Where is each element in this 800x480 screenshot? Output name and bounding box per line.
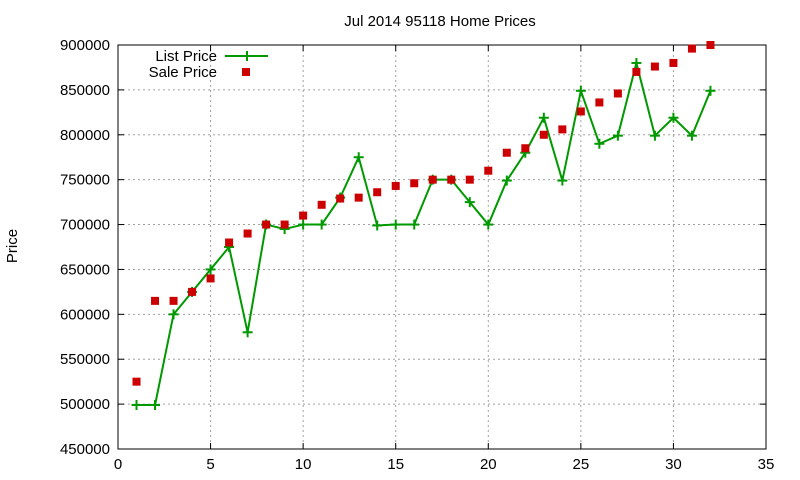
x-tick-label: 10 [295, 456, 312, 473]
sale-price-point [706, 41, 715, 49]
list-price-point [205, 264, 216, 275]
y-tick-label: 750000 [60, 172, 110, 189]
sale-price-point [132, 377, 141, 386]
sale-price-point [539, 130, 548, 139]
list-price-point [538, 112, 549, 123]
list-price-point [372, 220, 383, 231]
sale-price-point [484, 166, 493, 175]
x-tick-label: 5 [206, 456, 214, 473]
legend-marker-sale-price [242, 68, 250, 76]
list-price-point [686, 130, 697, 141]
y-tick-label: 850000 [60, 82, 110, 99]
list-price-point [612, 130, 623, 141]
list-price-point [649, 130, 660, 141]
x-tick-label: 15 [387, 456, 404, 473]
sale-price-point [558, 125, 567, 134]
sale-price-point [650, 62, 659, 71]
y-tick-label: 550000 [60, 351, 110, 368]
y-tick-label: 650000 [60, 261, 110, 278]
sale-price-point [502, 148, 511, 157]
sale-price-point [188, 287, 197, 296]
data-series [131, 41, 716, 411]
axis-ticks: 450000 500000 550000 600000 650000 700000 7500… [60, 37, 774, 473]
chart-title: Jul 2014 95118 Home Prices [344, 13, 536, 30]
list-price-point [242, 327, 253, 338]
list-price-point [668, 112, 679, 123]
list-price-point [483, 219, 494, 230]
x-tick-label: 30 [665, 456, 682, 473]
legend-label-list-price: List Price [155, 48, 217, 65]
legend-label-sale-price: Sale Price [149, 64, 217, 81]
sale-price-point [317, 200, 326, 209]
sale-price-point [595, 98, 604, 107]
list-price-point [594, 138, 605, 149]
y-tick-label: 600000 [60, 306, 110, 323]
list-price-point [557, 175, 568, 186]
sale-price-point [410, 179, 419, 188]
sale-price-point [669, 58, 678, 67]
y-axis-label: Price [4, 229, 21, 263]
x-tick-label: 35 [758, 456, 775, 473]
sale-price-point [262, 220, 271, 229]
list-price-point [168, 309, 179, 320]
y-tick-label: 450000 [60, 441, 110, 458]
sale-price-point [225, 238, 234, 247]
sale-price-point [521, 144, 530, 153]
list-price-point [631, 57, 642, 68]
sale-price-point [632, 67, 641, 76]
sale-price-point [206, 274, 215, 283]
sale-price-point [280, 220, 289, 229]
sale-price-point [243, 229, 252, 238]
list-price-line [136, 61, 712, 407]
list-price-point [390, 219, 401, 230]
sale-price-point [428, 175, 437, 184]
list-price-point [316, 219, 327, 230]
sale-price-point [336, 194, 345, 203]
list-price-point [705, 85, 716, 96]
grid-lines [118, 45, 766, 449]
x-tick-label: 20 [480, 456, 497, 473]
y-tick-label: 800000 [60, 127, 110, 144]
sale-price-point [151, 296, 160, 305]
legend: List Price Sale Price [149, 48, 268, 81]
list-price-point [131, 400, 142, 411]
legend-marker-list-price [242, 51, 252, 61]
list-price-point [298, 219, 309, 230]
list-price-point [353, 152, 364, 163]
list-price-point [501, 175, 512, 186]
sale-price-point [354, 193, 363, 202]
list-price-point [409, 219, 420, 230]
y-tick-label: 500000 [60, 396, 110, 413]
y-tick-label: 700000 [60, 217, 110, 234]
x-tick-label: 25 [573, 456, 590, 473]
sale-price-point [687, 44, 696, 53]
list-price-point [575, 85, 586, 96]
plot-frame [117, 44, 767, 450]
sale-price-point [169, 296, 178, 305]
list-price-point [150, 400, 161, 411]
sale-price-point [299, 211, 308, 220]
sale-price-point [613, 89, 622, 98]
sale-price-point [391, 181, 400, 190]
sale-price-point [373, 188, 382, 197]
list-price-point [464, 197, 475, 208]
x-tick-label: 0 [114, 456, 122, 473]
sale-price-point [447, 175, 456, 184]
sale-price-point [576, 107, 585, 116]
y-tick-label: 900000 [60, 37, 110, 54]
sale-price-point [465, 175, 474, 184]
